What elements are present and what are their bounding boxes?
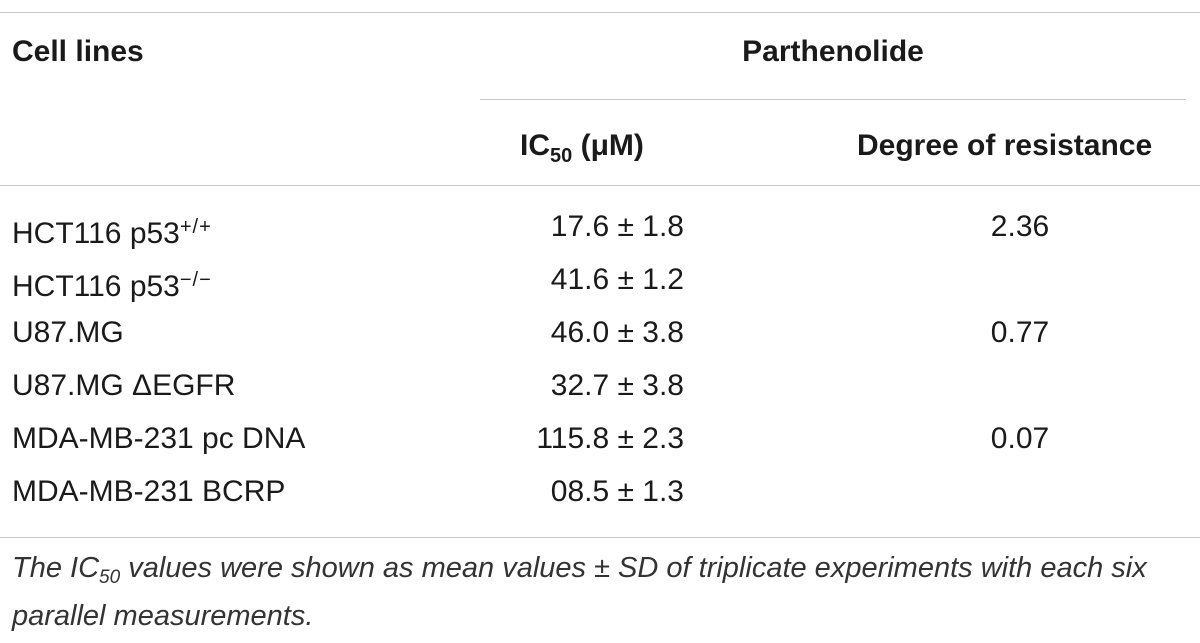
table-row-ic50: 115.8 ± 2.3 bbox=[536, 422, 684, 455]
table-row-cell-line: HCT116 p53−/− bbox=[12, 263, 212, 304]
table-row-degree: 0.77 bbox=[990, 316, 1050, 349]
group-rule bbox=[480, 99, 1186, 100]
table-row-degree: 2.36 bbox=[990, 210, 1050, 243]
footnote-sub: 50 bbox=[99, 567, 121, 588]
table-row-ic50: 46.0 ± 3.8 bbox=[550, 316, 684, 349]
cell-line-name: MDA-MB-231 BCRP bbox=[12, 475, 286, 508]
footnote-post: values were shown as mean values ± SD of… bbox=[12, 552, 1147, 632]
table-row-ic50: 17.6 ± 1.8 bbox=[550, 210, 684, 243]
header-ic50-unit: (μM) bbox=[572, 129, 644, 162]
cell-line-name: U87.MG ΔEGFR bbox=[12, 369, 236, 402]
table-row-cell-line: MDA-MB-231 BCRP bbox=[12, 475, 285, 509]
header-ic50: IC50 (μM) bbox=[520, 129, 644, 173]
table-row-cell-line: HCT116 p53+/+ bbox=[12, 210, 212, 251]
cell-line-genotype: −/− bbox=[179, 269, 212, 291]
table-row-cell-line: MDA-MB-231 pc DNA bbox=[12, 422, 305, 456]
table-row-degree: 0.07 bbox=[990, 422, 1050, 455]
cell-line-name: MDA-MB-231 pc DNA bbox=[12, 422, 306, 455]
header-ic50-sub: 50 bbox=[550, 145, 573, 167]
table-row-ic50: 32.7 ± 3.8 bbox=[550, 369, 684, 402]
header-cell-lines: Cell lines bbox=[12, 35, 144, 68]
table-row-ic50: 08.5 ± 1.3 bbox=[550, 475, 684, 508]
cell-line-genotype: +/+ bbox=[179, 216, 212, 238]
header-ic50-main: IC bbox=[520, 129, 550, 162]
table-row-cell-line: U87.MG ΔEGFR bbox=[12, 369, 235, 403]
cell-line-name: U87.MG bbox=[12, 316, 124, 349]
header-degree: Degree of resistance bbox=[857, 129, 1153, 162]
table-footnote: The IC50 values were shown as mean value… bbox=[12, 549, 1192, 635]
bottom-rule bbox=[0, 537, 1200, 538]
header-rule bbox=[0, 185, 1200, 186]
cell-line-name: HCT116 p53 bbox=[12, 270, 180, 303]
table-row-ic50: 41.6 ± 1.2 bbox=[550, 263, 684, 296]
table-row-cell-line: U87.MG bbox=[12, 316, 124, 350]
footnote-pre: The IC bbox=[12, 552, 100, 584]
cell-line-name: HCT116 p53 bbox=[12, 217, 180, 250]
header-parthenolide: Parthenolide bbox=[742, 35, 924, 68]
top-rule bbox=[0, 12, 1200, 13]
